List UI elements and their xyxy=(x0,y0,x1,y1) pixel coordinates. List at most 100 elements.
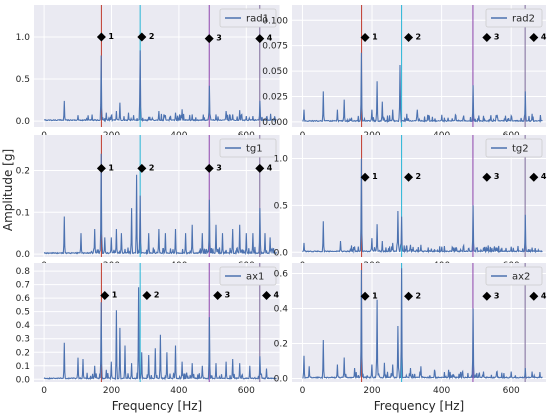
y-tick-label: 0.075 xyxy=(262,42,288,52)
marker-2 xyxy=(404,172,414,182)
marker-3 xyxy=(204,163,214,173)
y-tick-label: 0.0 xyxy=(16,250,31,260)
marker-label: 3 xyxy=(225,290,231,299)
y-tick-label: 0.3 xyxy=(16,335,30,345)
marker-label: 4 xyxy=(274,290,280,299)
marker-label: 1 xyxy=(108,32,114,41)
legend xyxy=(219,8,277,28)
x-tick-label: 0 xyxy=(300,386,306,396)
y-tick-label: 0.2 xyxy=(16,348,30,358)
chart-panel-ax1: 0 200 400 600 0.0 0.1 0.2 0.3 0.4 0.5 0.6 0.7 0.8 1 2 3… xyxy=(16,263,281,413)
plot-body xyxy=(302,263,543,382)
marker-3 xyxy=(482,172,492,182)
legend xyxy=(485,8,543,28)
marker-4 xyxy=(255,163,265,173)
marker-label: 3 xyxy=(494,33,500,42)
marker-3 xyxy=(482,33,492,43)
marker-1 xyxy=(360,172,370,182)
chart-panel-ax2: 0 200 400 600 0.0 0.2 0.4 0.6 1 2 3 4 ax2 Frequency [… xyxy=(274,263,547,413)
marker-label: 4 xyxy=(267,34,273,43)
marker-label: 3 xyxy=(494,172,500,181)
marker-label: 2 xyxy=(149,32,155,41)
marker-label: 2 xyxy=(416,172,422,181)
marker-label: 1 xyxy=(108,163,114,172)
signal-line-rad1 xyxy=(44,50,277,123)
marker-label: 2 xyxy=(154,290,160,299)
marker-2 xyxy=(137,163,147,173)
y-tick-label: 0.4 xyxy=(274,305,289,315)
marker-label: 2 xyxy=(149,163,155,172)
signal-line-tg1 xyxy=(44,153,278,256)
marker-4 xyxy=(529,172,539,182)
legend-label: ax2 xyxy=(512,272,530,283)
y-tick-label: 0.6 xyxy=(274,270,289,280)
y-tick-label: 0.5 xyxy=(16,75,30,85)
marker-label: 2 xyxy=(416,33,422,42)
legend-label: ax1 xyxy=(246,272,264,283)
y-axis-label: Amplitude [g] xyxy=(1,149,15,231)
y-tick-label: 0.5 xyxy=(16,308,30,318)
legend-label: rad2 xyxy=(512,14,535,25)
marker-1 xyxy=(96,32,106,42)
x-tick-label: 200 xyxy=(363,386,380,396)
marker-2 xyxy=(404,33,414,43)
x-tick-label: 600 xyxy=(503,386,520,396)
legend xyxy=(485,138,543,158)
marker-2 xyxy=(404,291,414,301)
marker-label: 4 xyxy=(541,33,547,42)
y-tick-label: 0.6 xyxy=(16,294,31,304)
x-tick-label: 400 xyxy=(433,386,450,396)
legend xyxy=(219,138,277,158)
y-tick-label: 0.2 xyxy=(274,340,288,350)
legend-label: tg1 xyxy=(246,144,263,155)
marker-label: 3 xyxy=(494,291,500,300)
y-tick-label: 0.5 xyxy=(274,201,288,211)
marker-1 xyxy=(96,163,106,173)
signal-line-rad2 xyxy=(302,52,543,124)
marker-label: 1 xyxy=(372,33,378,42)
y-tick-label: 0.0 xyxy=(274,248,289,258)
plot-body xyxy=(44,5,277,127)
signal-line-ax1 xyxy=(43,287,277,381)
x-tick-label: 200 xyxy=(103,386,120,396)
x-tick-label: 600 xyxy=(238,386,255,396)
marker-4 xyxy=(262,290,272,300)
y-tick-label: 1.0 xyxy=(274,154,289,164)
y-tick-label: 0.025 xyxy=(262,93,288,103)
y-tick-label: 0.8 xyxy=(16,267,31,277)
y-tick-label: 0.0 xyxy=(16,375,31,385)
y-tick-label: 0.000 xyxy=(262,118,288,128)
marker-label: 1 xyxy=(372,172,378,181)
y-tick-label: 0.1 xyxy=(16,208,30,218)
y-tick-label: 1.0 xyxy=(16,33,31,43)
x-axis-label: Frequency [Hz] xyxy=(112,399,203,413)
marker-label: 4 xyxy=(267,163,273,172)
x-tick-label: 0 xyxy=(41,386,47,396)
marker-label: 4 xyxy=(541,172,547,181)
marker-4 xyxy=(255,34,265,44)
legend xyxy=(219,266,277,286)
marker-label: 2 xyxy=(416,291,422,300)
y-tick-label: 0.2 xyxy=(16,167,30,177)
marker-1 xyxy=(360,33,370,43)
marker-1 xyxy=(100,290,110,300)
marker-label: 1 xyxy=(372,291,378,300)
marker-3 xyxy=(213,290,223,300)
chart-panel-rad2: 02004006000.0000.0250.0500.0750.1001234r… xyxy=(262,5,547,141)
y-tick-label: 0.4 xyxy=(16,321,31,331)
y-tick-label: 0.7 xyxy=(16,281,30,291)
y-tick-label: 0.1 xyxy=(16,362,30,372)
legend-label: tg2 xyxy=(512,144,529,155)
marker-2 xyxy=(142,290,152,300)
marker-4 xyxy=(529,291,539,301)
y-tick-label: 0.050 xyxy=(262,67,288,77)
marker-3 xyxy=(204,34,214,44)
marker-1 xyxy=(360,291,370,301)
signal-line-ax2 xyxy=(302,268,543,381)
marker-4 xyxy=(529,33,539,43)
marker-label: 3 xyxy=(216,163,222,172)
y-tick-label: 0.0 xyxy=(16,117,31,127)
